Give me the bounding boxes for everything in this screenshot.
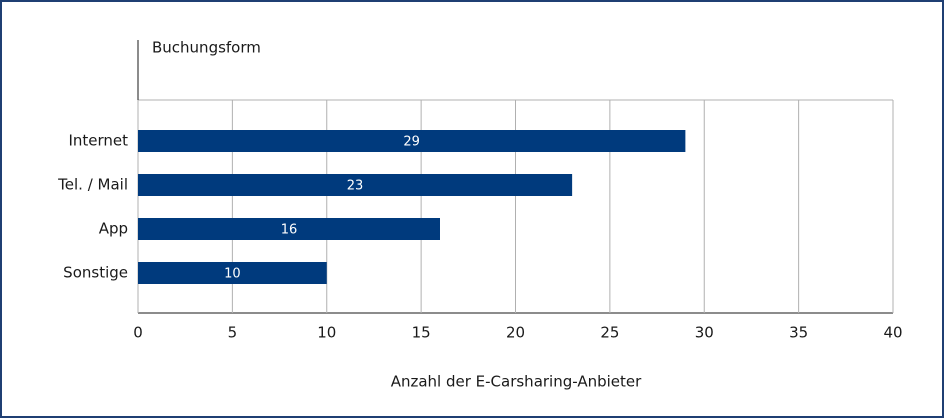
y-tick-label: Tel. / Mail bbox=[57, 176, 128, 194]
bar-value-label: 16 bbox=[281, 223, 298, 238]
x-tick-label: 30 bbox=[695, 324, 714, 342]
bar bbox=[138, 130, 686, 152]
bar bbox=[138, 262, 327, 284]
x-axis-title: Anzahl der E-Carsharing-Anbieter bbox=[391, 373, 642, 391]
x-tick-label: 40 bbox=[883, 324, 902, 342]
y-tick-label: Internet bbox=[68, 132, 128, 150]
x-tick-label: 0 bbox=[133, 324, 143, 342]
bar bbox=[138, 218, 440, 240]
bar-value-label: 23 bbox=[347, 179, 364, 194]
x-tick-label: 10 bbox=[317, 324, 336, 342]
x-tick-label: 35 bbox=[789, 324, 808, 342]
y-axis-title: Buchungsform bbox=[152, 39, 261, 57]
x-tick-label: 5 bbox=[228, 324, 238, 342]
bar-value-label: 29 bbox=[403, 135, 420, 150]
x-tick-label: 15 bbox=[412, 324, 431, 342]
y-tick-label: App bbox=[99, 220, 128, 238]
bar bbox=[138, 174, 573, 196]
bar-value-label: 10 bbox=[224, 267, 241, 282]
x-tick-label: 25 bbox=[600, 324, 619, 342]
y-tick-label: Sonstige bbox=[63, 264, 128, 282]
x-tick-label: 20 bbox=[506, 324, 525, 342]
